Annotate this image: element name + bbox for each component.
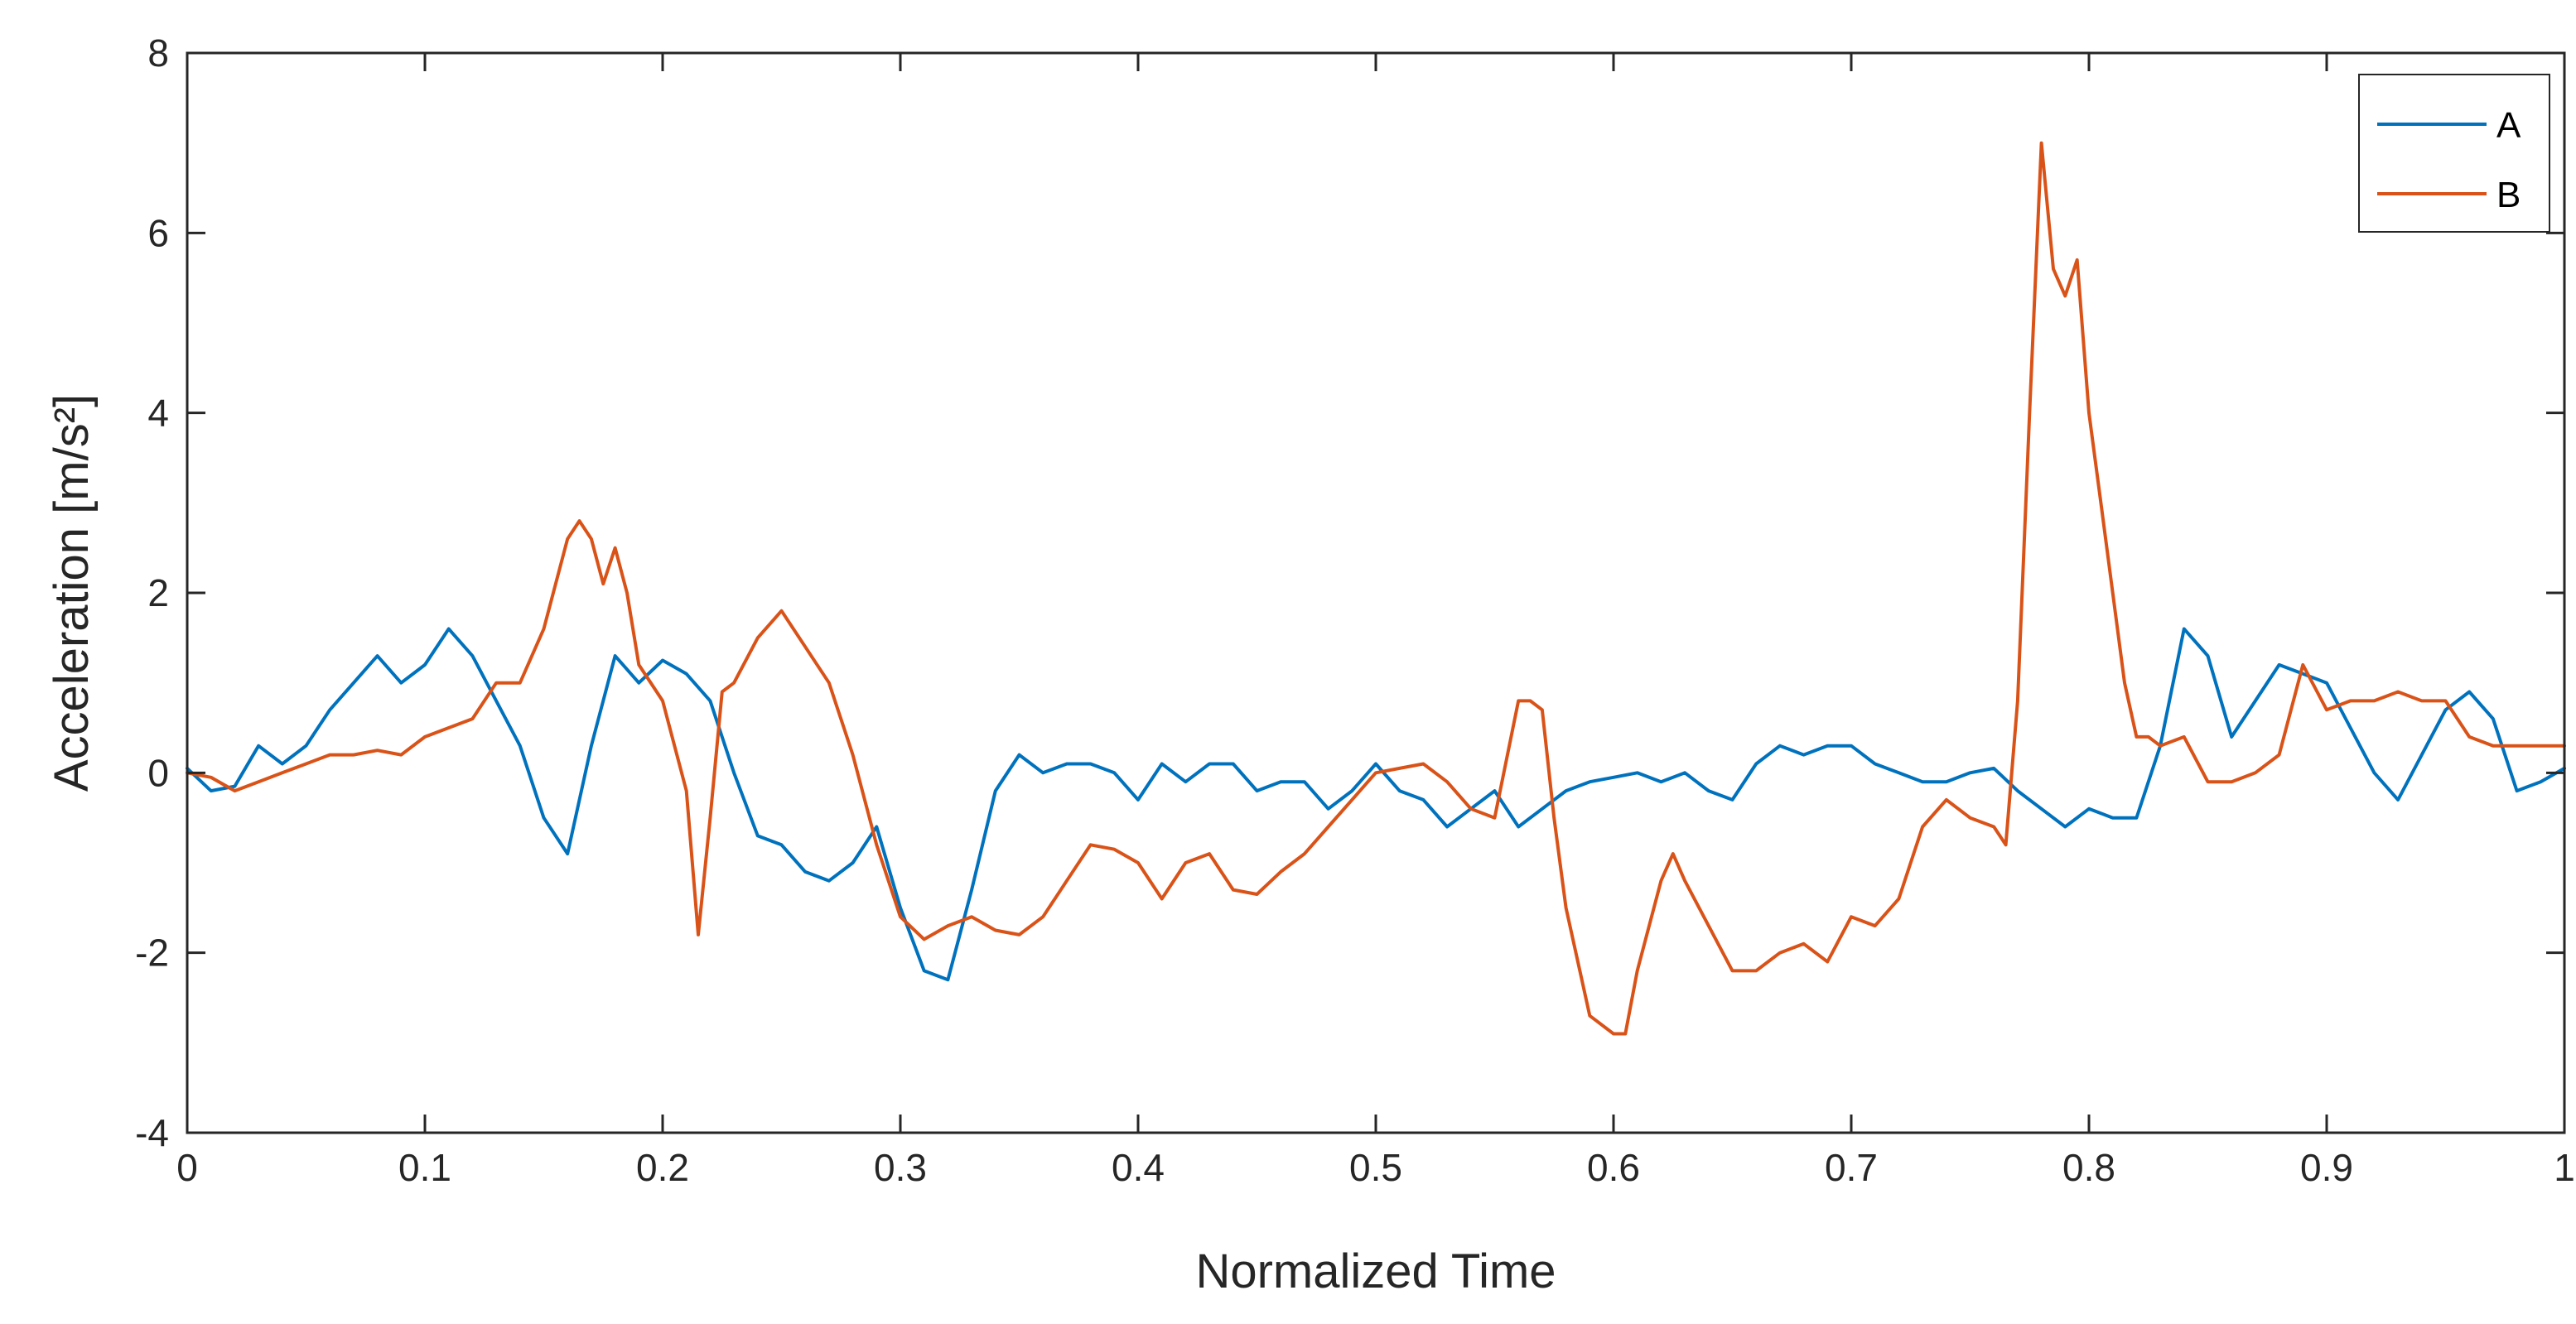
y-tick-label: 6 bbox=[147, 211, 169, 254]
x-tick-label: 1 bbox=[2554, 1146, 2575, 1189]
series-line-b bbox=[186, 141, 2566, 1036]
y-tick-label: 8 bbox=[147, 31, 169, 75]
y-tick-label: 4 bbox=[147, 392, 169, 435]
x-tick-label: 0.2 bbox=[636, 1146, 689, 1189]
y-axis-title: Acceleration [m/s²] bbox=[45, 394, 99, 792]
y-tick-label: 2 bbox=[147, 571, 169, 614]
series-layer bbox=[186, 141, 2566, 1036]
plot-area bbox=[187, 53, 2564, 1133]
x-tick-label: 0.4 bbox=[1112, 1146, 1165, 1189]
x-tick-label: 0.8 bbox=[2062, 1146, 2115, 1189]
x-tick-label: 0.1 bbox=[398, 1146, 451, 1189]
y-axis-ticks: -4 -2 0 2 4 6 8 bbox=[135, 31, 2564, 1154]
series-line-a bbox=[186, 627, 2566, 982]
y-tick-label: 0 bbox=[147, 751, 169, 794]
y-tick-label: -2 bbox=[135, 932, 169, 975]
legend-label-b: B bbox=[2496, 175, 2521, 215]
legend-box bbox=[2358, 74, 2550, 233]
x-tick-label: 0.3 bbox=[874, 1146, 927, 1189]
plot-background bbox=[187, 53, 2564, 1133]
x-tick-label: 0.5 bbox=[1349, 1146, 1402, 1189]
legend: AB bbox=[2358, 74, 2550, 233]
legend-label-a: A bbox=[2496, 105, 2521, 146]
x-axis-ticks: 0 0.1 0.2 0.3 0.4 0.5 0.6 0.7 0.8 0.9 1 bbox=[176, 53, 2575, 1189]
y-tick-label: -4 bbox=[135, 1111, 169, 1154]
x-tick-label: 0.7 bbox=[1825, 1146, 1878, 1189]
x-tick-label: 0.9 bbox=[2300, 1146, 2353, 1189]
x-axis-title: Normalized Time bbox=[1195, 1245, 1556, 1298]
x-tick-label: 0 bbox=[176, 1146, 198, 1189]
x-tick-label: 0.6 bbox=[1587, 1146, 1640, 1189]
